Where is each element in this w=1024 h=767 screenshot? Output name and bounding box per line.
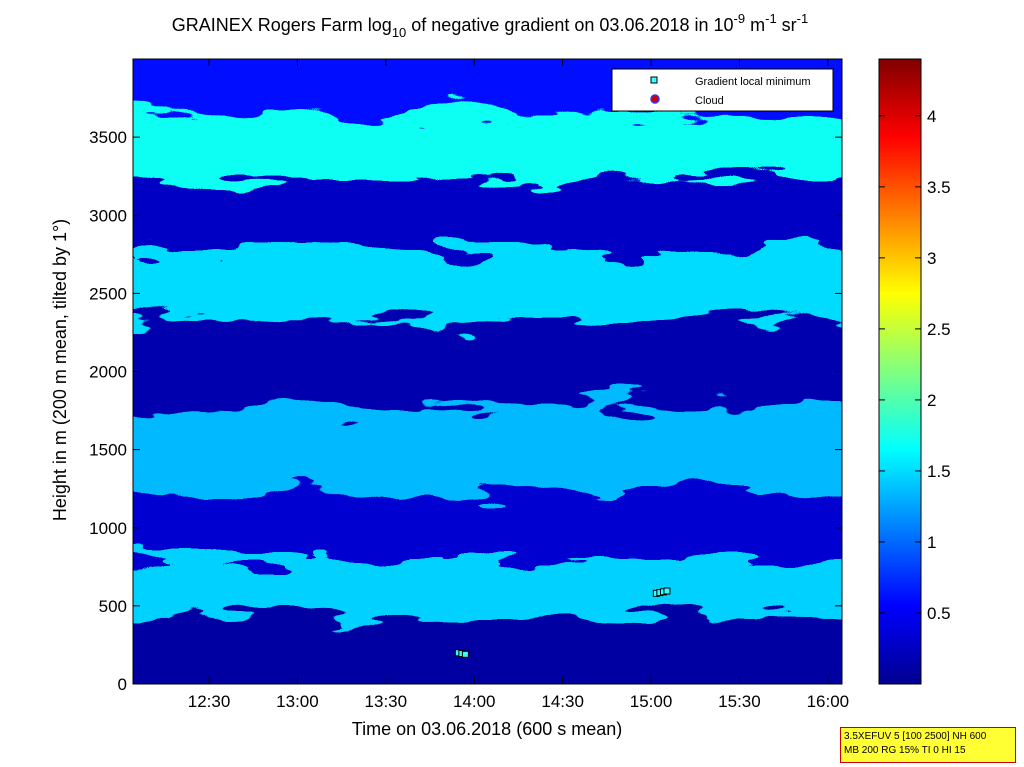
x-tick-label: 15:30 xyxy=(718,692,761,711)
colorbar-tick-label: 4 xyxy=(927,107,936,126)
y-axis-label: Height in m (200 m mean, tilted by 1°) xyxy=(50,219,70,521)
field-layer xyxy=(133,250,842,321)
colorbar-tick-label: 0.5 xyxy=(927,604,951,623)
legend: Gradient local minimum Cloud xyxy=(611,68,834,112)
x-tick-label: 14:00 xyxy=(453,692,496,711)
settings-info-box: 3.5XEFUV 5 [100 2500] NH 600 MB 200 RG 1… xyxy=(840,727,1016,763)
colorbar-tick-label: 3 xyxy=(927,249,936,268)
gradient-minimum-point xyxy=(663,587,671,595)
colorbar: 0.5 1 1.5 2 2.5 3 3.5 4 xyxy=(878,58,951,685)
y-tick-label: 2500 xyxy=(89,284,127,303)
legend-square-marker xyxy=(650,76,658,84)
colorbar-tick-label: 2 xyxy=(927,391,936,410)
y-tick-label: 1500 xyxy=(89,441,127,460)
y-tick-label: 1000 xyxy=(89,519,127,538)
field-layer xyxy=(133,180,842,251)
chart-title: GRAINEX Rogers Farm log10 of negative gr… xyxy=(172,11,808,40)
field-layer xyxy=(133,618,842,684)
field-layer xyxy=(133,406,842,493)
x-tick-label: 16:00 xyxy=(807,692,850,711)
y-tick-label: 3500 xyxy=(89,128,127,147)
colorbar-tick-label: 2.5 xyxy=(927,320,951,339)
x-tick-label: 13:30 xyxy=(365,692,408,711)
field-layer xyxy=(133,113,842,181)
colorbar-tick-label: 3.5 xyxy=(927,178,951,197)
x-axis: 12:30 13:00 13:30 14:00 14:30 15:00 15:30 16:00 xyxy=(188,59,849,711)
gradient-minima-markers xyxy=(454,587,671,658)
x-axis-label: Time on 03.06.2018 (600 s mean) xyxy=(352,719,623,739)
legend-circle-marker xyxy=(650,94,660,104)
y-tick-label: 3000 xyxy=(89,206,127,225)
y-axis: 0 500 1000 1500 2000 2500 3000 3500 xyxy=(89,128,842,694)
legend-box xyxy=(611,68,834,112)
y-tick-label: 0 xyxy=(118,675,127,694)
field-layer xyxy=(133,320,842,407)
gradient-minimum-point xyxy=(461,650,469,658)
x-tick-label: 14:30 xyxy=(541,692,584,711)
y-tick-label: 2000 xyxy=(89,363,127,382)
x-tick-label: 15:00 xyxy=(630,692,673,711)
colorbar-tick-label: 1 xyxy=(927,533,936,552)
x-tick-label: 13:00 xyxy=(276,692,319,711)
y-tick-label: 500 xyxy=(99,597,127,616)
colorbar-gradient xyxy=(878,58,922,685)
settings-line-1: 3.5XEFUV 5 [100 2500] NH 600 xyxy=(844,731,987,742)
field-layer xyxy=(133,492,842,559)
colorbar-tick-label: 1.5 xyxy=(927,462,951,481)
settings-line-2: MB 200 RG 15% TI 0 HI 15 xyxy=(844,745,966,756)
heatmap-field xyxy=(133,59,842,684)
legend-entry-gradient-minimum: Gradient local minimum xyxy=(695,76,811,88)
x-tick-label: 12:30 xyxy=(188,692,231,711)
field-layer xyxy=(133,559,842,619)
legend-entry-cloud: Cloud xyxy=(695,95,724,107)
